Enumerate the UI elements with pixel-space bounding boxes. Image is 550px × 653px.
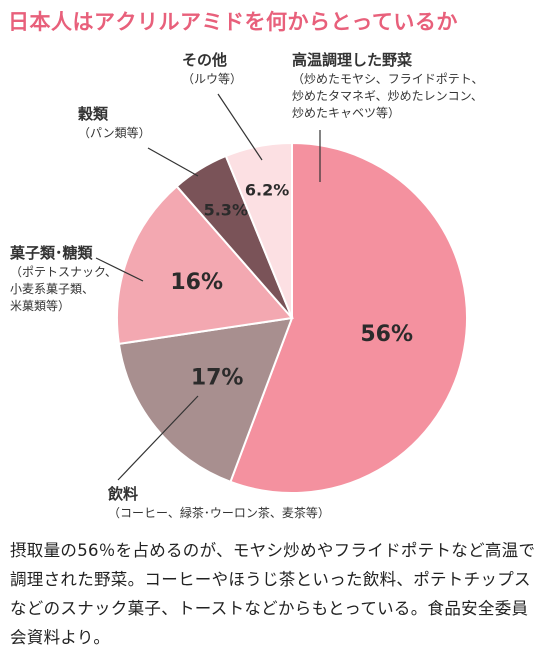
label-other-name: その他 <box>182 51 228 69</box>
label-sweets-name: 菓子類･糖類 <box>10 244 93 262</box>
label-other-sub: （ルウ等） <box>182 72 243 86</box>
label-grains-sub: （パン類等） <box>78 126 151 140</box>
label-grains-name: 穀類 <box>78 105 109 123</box>
leader-line-sweets <box>95 257 144 282</box>
value-label-other: 6.2% <box>245 180 289 199</box>
pie-slice-beverages <box>117 316 294 484</box>
pie-chart: 56% 17% 16% 5.3%6.2% <box>95 93 468 494</box>
label-vegetables-sub-2: 炒めたタマネギ、炒めたレンコン、 <box>292 88 483 103</box>
value-label-sweets: 16% <box>170 270 223 295</box>
value-label-beverages: 17% <box>191 366 244 391</box>
legend-label-vegetables: 高温調理した野菜 （炒めたモヤシ、フライドポテト、 炒めたタマネギ、炒めたレンコ… <box>292 50 484 121</box>
value-label-grains: 5.3% <box>204 200 248 219</box>
legend-label-beverages: 飲料 （コーヒー、緑茶･ウーロン茶、麦茶等） <box>108 484 330 522</box>
pie-slice-sweets <box>116 184 294 346</box>
label-sweets-sub-3: 米菓類等） <box>10 298 71 313</box>
leader-line-beverages <box>117 395 199 481</box>
label-beverages-sub: （コーヒー、緑茶･ウーロン茶、麦茶等） <box>108 506 330 520</box>
legend-label-grains: 穀類 （パン類等） <box>78 104 151 142</box>
pie-slice-vegetables <box>229 141 468 494</box>
caption: 摂取量の56％を占めるのが、モヤシ炒めやフライドポテトなど高温で調理された野菜。… <box>10 541 536 647</box>
label-sweets-sub-2: 小麦系菓子類、 <box>10 281 95 296</box>
label-sweets-sub-1: （ポテトスナック、 <box>10 265 117 279</box>
leader-line-grains <box>147 147 199 177</box>
legend-label-other: その他 （ルウ等） <box>182 50 242 88</box>
label-vegetables-name: 高温調理した野菜 <box>292 51 413 69</box>
leader-line-other <box>217 93 263 161</box>
chart-title: 日本人はアクリルアミドを何からとっているか <box>8 10 458 34</box>
value-label-vegetables: 56% <box>360 322 413 347</box>
pie-slice-other <box>224 141 293 319</box>
legend-label-sweets: 菓子類･糖類 （ポテトスナック、 小麦系菓子類、 米菓類等） <box>10 243 117 314</box>
label-vegetables-sub-1: （炒めたモヤシ、フライドポテト、 <box>292 72 484 86</box>
label-vegetables-sub-3: 炒めたキャベツ等） <box>292 105 401 120</box>
label-beverages-name: 飲料 <box>108 485 139 503</box>
